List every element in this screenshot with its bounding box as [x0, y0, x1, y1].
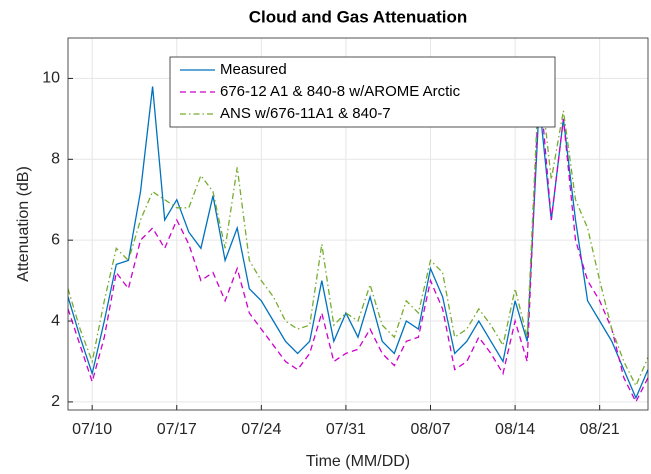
data-line [68, 86, 648, 400]
x-axis-label: Time (MM/DD) [306, 453, 410, 470]
legend-label: Measured [220, 61, 287, 78]
x-tick-label: 08/21 [580, 421, 620, 438]
x-tick-label: 07/24 [241, 421, 281, 438]
legend-box [169, 56, 556, 128]
y-tick-label: 8 [51, 151, 60, 168]
y-tick-label: 6 [51, 231, 60, 248]
y-tick-label: 10 [42, 70, 60, 87]
plot-lines [68, 70, 648, 404]
x-tick-label: 07/10 [72, 421, 112, 438]
y-tick-label: 4 [51, 312, 60, 329]
legend-label: 676-12 A1 & 840-8 w/AROME Arctic [220, 83, 461, 100]
data-line [68, 70, 648, 388]
y-tick-label: 2 [51, 393, 60, 410]
x-tick-label: 07/31 [326, 421, 366, 438]
x-tick-label: 08/14 [495, 421, 535, 438]
data-line [68, 78, 648, 404]
x-tick-label: 08/07 [410, 421, 450, 438]
plot-frame [67, 37, 649, 411]
x-tick-label: 07/17 [157, 421, 197, 438]
legend-label: ANS w/676-11A1 & 840-7 [220, 105, 391, 122]
y-axis-label: Attenuation (dB) [15, 166, 32, 282]
chart-title: Cloud and Gas Attenuation [249, 7, 467, 26]
